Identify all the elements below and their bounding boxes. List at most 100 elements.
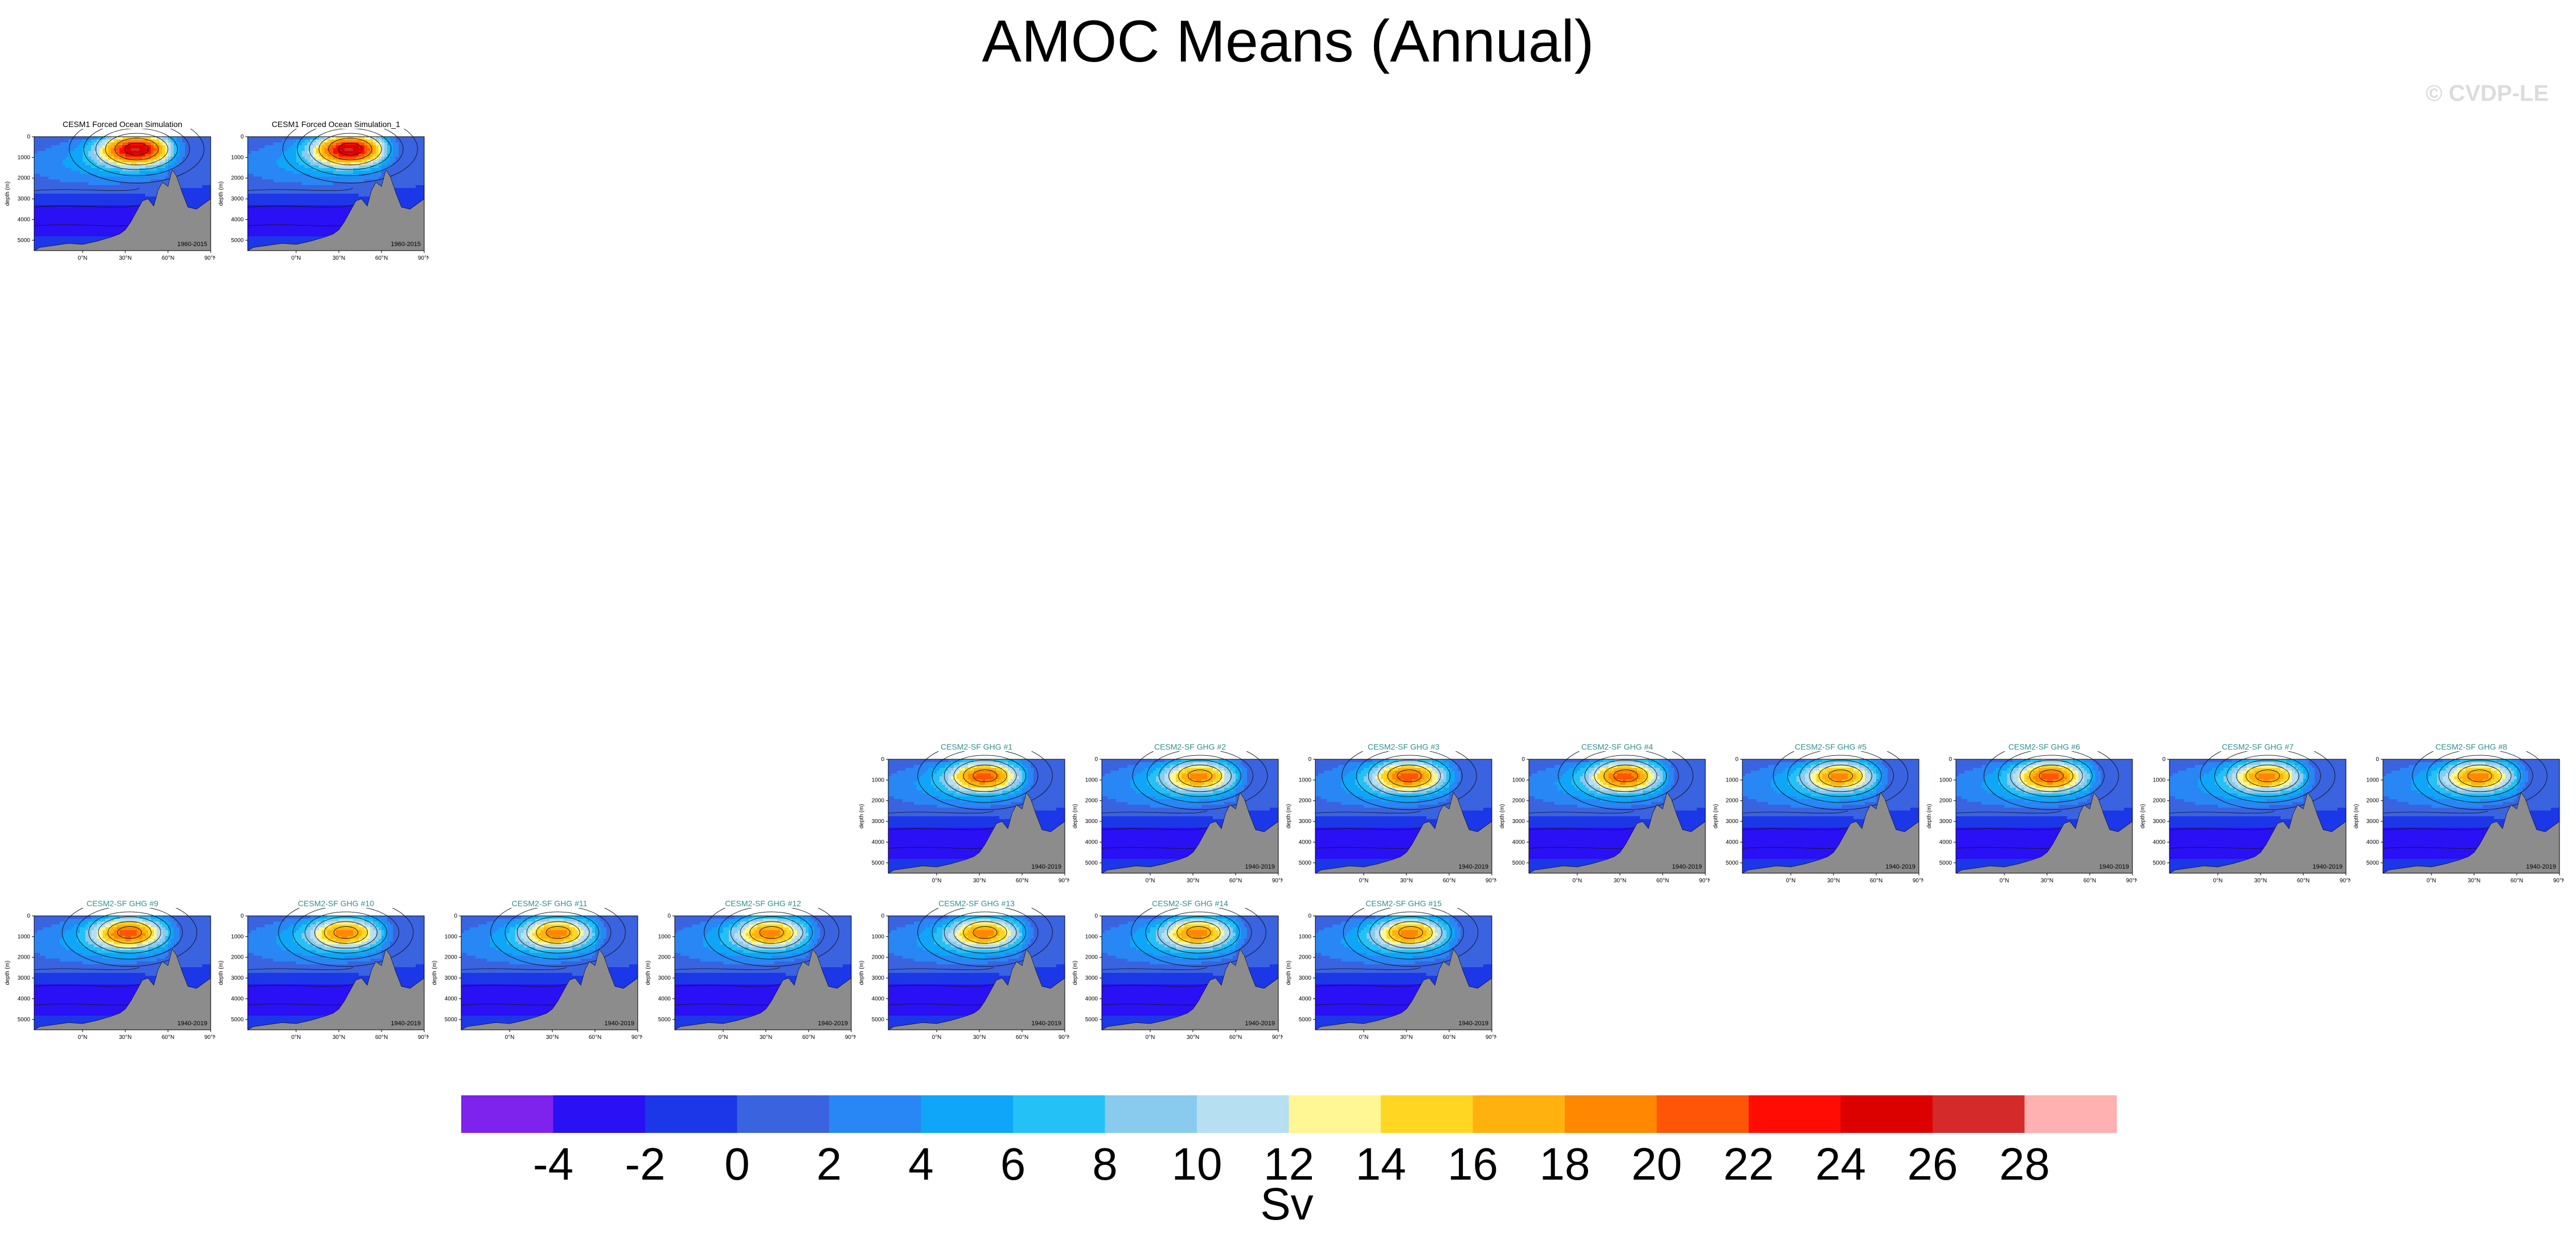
heatmap-cell [268,239,271,243]
heatmap-cell [91,199,95,203]
heatmap-cell [296,202,300,206]
heatmap-cell [307,142,311,146]
heatmap-cell [282,154,285,157]
heatmap-cell [344,171,348,174]
heatmap-cell [88,208,92,211]
heatmap-cell [399,182,402,186]
heatmap-cell [40,239,43,243]
heatmap-cell [102,191,106,194]
heatmap-cell [310,216,314,220]
heatmap-cell [97,188,100,191]
heatmap-cell [387,154,391,157]
heatmap-cell [134,140,137,143]
heatmap-cell [364,148,368,152]
heatmap-cell [85,151,89,154]
heatmap-cell [290,211,294,214]
heatmap-cell [256,245,260,248]
heatmap-cell [251,216,254,220]
heatmap-cell [419,188,422,191]
heatmap-cell [117,197,120,200]
heatmap-cell [48,199,52,203]
heatmap-cell [265,236,268,240]
heatmap-cell [421,194,425,197]
heatmap-cell [142,154,146,157]
heatmap-cell [268,202,271,206]
heatmap-cell [83,162,86,166]
heatmap-cell [251,236,254,240]
heatmap-cell [350,202,354,206]
heatmap-cell [270,242,274,245]
heatmap-cell [322,199,325,203]
heatmap-cell [333,174,337,177]
heatmap-cell [333,148,337,152]
heatmap-cell [305,157,308,160]
heatmap-cell [196,145,200,149]
heatmap-cell [353,199,356,203]
heatmap-cell [262,225,265,228]
heatmap-cell [376,142,379,146]
heatmap-cell [125,202,129,206]
heatmap-cell [140,162,143,166]
heatmap-cell [339,197,342,200]
heatmap-cell [319,174,322,177]
heatmap-cell [77,165,80,169]
heatmap-cell [97,171,100,174]
heatmap-cell [74,154,77,157]
heatmap-cell [65,219,69,223]
heatmap-cell [316,208,319,211]
heatmap-cell [251,171,254,174]
heatmap-cell [185,188,188,191]
heatmap-cell [313,154,317,157]
heatmap-cell [253,228,257,231]
heatmap-cell [162,174,166,177]
heatmap-cell [208,179,211,183]
heatmap-cell [313,165,317,169]
heatmap-cell [102,177,106,180]
heatmap-cell [316,236,319,240]
heatmap-cell [122,191,126,194]
heatmap-cell [191,205,194,208]
heatmap-cell [305,199,308,203]
heatmap-cell [307,168,311,171]
heatmap-cell [46,137,49,140]
heatmap-cell [325,185,328,189]
heatmap-cell [316,157,319,160]
heatmap-cell [188,199,191,203]
heatmap-cell [91,194,95,197]
heatmap-cell [336,140,339,143]
heatmap-cell [302,197,305,200]
heatmap-cell [256,225,260,228]
heatmap-cell [68,214,72,217]
heatmap-cell [199,142,203,146]
heatmap-cell [177,151,180,154]
heatmap-cell [71,171,75,174]
heatmap-cell [71,205,75,208]
heatmap-cell [262,219,265,223]
heatmap-cell [63,242,66,245]
heatmap-cell [37,202,40,206]
heatmap-cell [77,239,80,243]
heatmap-cell [114,202,117,206]
heatmap-cell [85,214,89,217]
heatmap-cell [285,157,288,160]
heatmap-cell [165,177,169,180]
heatmap-cell [122,197,126,200]
heatmap-cell [290,182,294,186]
heatmap-cell [290,242,294,245]
heatmap-cell [270,159,274,163]
heatmap-cell [199,159,203,163]
heatmap-cell [37,137,40,140]
heatmap-cell [111,208,114,211]
heatmap-cell [282,208,285,211]
heatmap-cell [94,174,97,177]
heatmap-cell [282,145,285,149]
heatmap-cell [307,211,311,214]
heatmap-cell [333,168,337,171]
heatmap-cell [382,177,385,180]
heatmap-cell [330,168,334,171]
heatmap-cell [60,222,63,226]
heatmap-cell [387,171,391,174]
heatmap-cell [276,191,280,194]
heatmap-cell [102,197,106,200]
heatmap-cell [205,148,208,152]
